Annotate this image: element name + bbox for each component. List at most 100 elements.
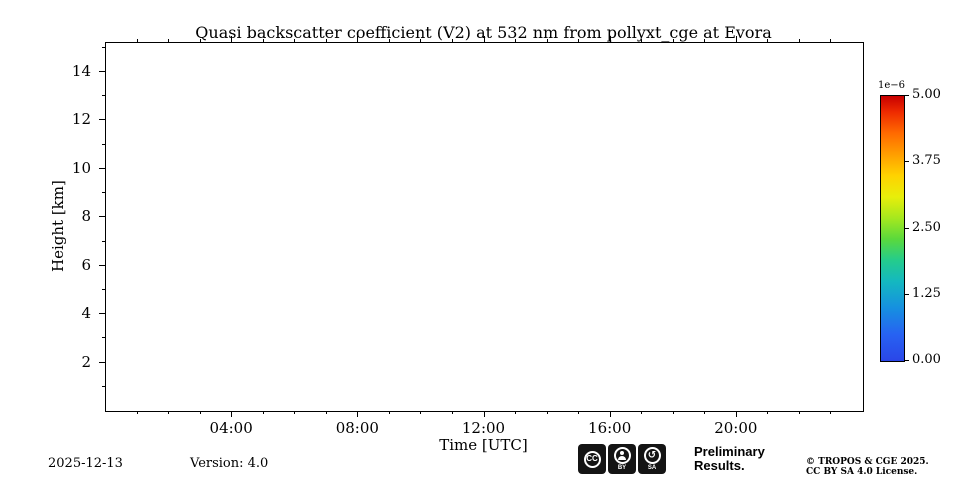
x-major-tick-top [357, 36, 359, 42]
x-major-tick [609, 411, 611, 417]
x-minor-tick [168, 411, 170, 414]
colorbar-tick-label: 3.75 [912, 153, 941, 169]
x-minor-tick-top [420, 39, 422, 42]
colorbar [880, 95, 905, 362]
copyright-line2: CC BY SA 4.0 License. [806, 467, 918, 477]
x-tick-label: 16:00 [588, 419, 632, 437]
x-minor-tick-top [451, 39, 453, 42]
x-minor-tick-top [168, 39, 170, 42]
y-major-tick [99, 71, 105, 73]
x-minor-tick-top [388, 39, 390, 42]
cc-sa-icon: ↺ SA [638, 444, 666, 474]
x-minor-tick-top [798, 39, 800, 42]
y-minor-tick [102, 95, 105, 97]
colorbar-tick-label: 0.00 [912, 352, 941, 367]
y-tick-label: 2 [81, 352, 91, 371]
x-minor-tick [294, 411, 296, 414]
x-minor-tick [325, 411, 327, 414]
y-major-tick [99, 264, 105, 266]
x-minor-tick [767, 411, 769, 414]
x-minor-tick-top [578, 39, 580, 42]
version-label: Version: 4.0 [190, 456, 269, 471]
preliminary-results-watermark: Preliminary Results. [694, 445, 765, 473]
y-minor-tick [102, 288, 105, 290]
person-icon [613, 447, 631, 464]
x-axis-label: Time [UTC] [439, 436, 528, 454]
x-tick-label: 20:00 [714, 419, 758, 437]
x-minor-tick-top [294, 39, 296, 42]
x-minor-tick [546, 411, 548, 414]
by-label: BY [617, 465, 627, 471]
y-tick-label: 12 [71, 110, 91, 129]
cc-logo-circle: CC [583, 450, 601, 468]
colorbar-tick [905, 95, 909, 96]
x-minor-tick-top [136, 39, 138, 42]
x-minor-tick [451, 411, 453, 414]
y-major-tick [99, 313, 105, 315]
y-minor-tick [102, 46, 105, 48]
y-minor-tick [102, 192, 105, 194]
x-minor-tick [388, 411, 390, 414]
measurement-date: 2025-12-13 [48, 456, 123, 471]
copyright-notice: © TROPOS & CGE 2025. CC BY SA 4.0 Licens… [806, 457, 929, 477]
colorbar-tick-label: 1.25 [912, 285, 941, 301]
plot-area [105, 42, 864, 412]
x-minor-tick-top [704, 39, 706, 42]
colorbar-tick [905, 161, 909, 163]
sa-label: SA [647, 465, 657, 471]
y-minor-tick [102, 337, 105, 339]
x-minor-tick [136, 411, 138, 414]
cc-icon: CC [578, 444, 606, 474]
x-minor-tick [515, 411, 517, 414]
colorbar-tick-label: 2.50 [912, 219, 941, 235]
x-minor-tick [199, 411, 201, 414]
preliminary-line1: Preliminary [694, 444, 765, 459]
x-minor-tick [830, 411, 832, 414]
x-minor-tick [420, 411, 422, 414]
x-major-tick-top [231, 36, 233, 42]
x-minor-tick-top [546, 39, 548, 42]
x-minor-tick-top [325, 39, 327, 42]
y-tick-label: 4 [81, 304, 91, 323]
cc-license-badge: CC BY ↺ SA [578, 444, 666, 474]
x-minor-tick-top [641, 39, 643, 42]
y-tick-label: 10 [71, 158, 91, 177]
x-minor-tick-top [515, 39, 517, 42]
x-major-tick [483, 411, 485, 417]
colorbar-scale-label: 1e−6 [877, 80, 905, 91]
x-minor-tick-top [830, 39, 832, 42]
x-minor-tick [641, 411, 643, 414]
x-major-tick [357, 411, 359, 417]
x-tick-label: 12:00 [461, 419, 506, 437]
x-minor-tick [262, 411, 264, 414]
x-major-tick-top [483, 36, 485, 42]
x-minor-tick [672, 411, 674, 414]
y-minor-tick [102, 385, 105, 387]
chart-title: Quasi backscatter coefficient (V2) at 53… [195, 23, 772, 42]
y-tick-label: 8 [81, 207, 91, 226]
x-major-tick-top [735, 36, 737, 42]
y-minor-tick [102, 143, 105, 145]
x-minor-tick-top [767, 39, 769, 42]
colorbar-tick [905, 227, 909, 229]
y-major-tick [99, 167, 105, 169]
y-minor-tick [102, 240, 105, 242]
x-minor-tick-top [672, 39, 674, 42]
x-major-tick [735, 411, 737, 417]
y-major-tick [99, 119, 105, 121]
y-major-tick [99, 361, 105, 363]
colorbar-tick [905, 360, 909, 361]
y-tick-label: 6 [81, 255, 91, 274]
x-tick-label: 08:00 [335, 419, 379, 437]
x-tick-label: 04:00 [209, 419, 253, 437]
colorbar-tick [905, 293, 909, 295]
x-minor-tick-top [199, 39, 201, 42]
cc-by-icon: BY [608, 444, 636, 474]
x-minor-tick [798, 411, 800, 414]
y-tick-label: 14 [71, 62, 91, 81]
x-major-tick-top [609, 36, 611, 42]
x-minor-tick [704, 411, 706, 414]
x-minor-tick-top [262, 39, 264, 42]
y-major-tick [99, 216, 105, 218]
